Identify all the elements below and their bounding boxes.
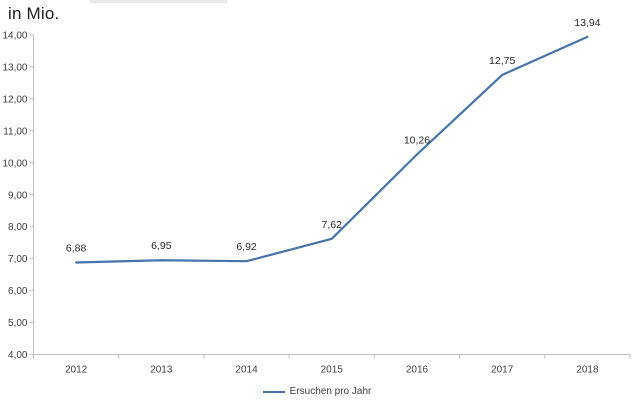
x-tick-label: 2015 (321, 365, 344, 376)
x-tick-label: 2017 (491, 365, 514, 376)
y-tick-label: 10,00 (2, 158, 27, 169)
x-tick-label: 2013 (150, 365, 173, 376)
x-tick-label: 2014 (235, 365, 258, 376)
data-series-line (75, 35, 589, 264)
data-point-label: 6,88 (66, 242, 87, 254)
data-point-label: 7,62 (322, 219, 343, 231)
legend: Ersuchen pro Jahr (0, 386, 634, 397)
data-point-label: 13,94 (574, 17, 600, 29)
y-tick-label: 11,00 (3, 126, 28, 137)
data-point-label: 6,92 (236, 241, 257, 253)
y-tick-label: 6,00 (8, 286, 28, 297)
y-tick-label: 4,00 (8, 350, 28, 361)
x-tick-label: 2012 (65, 365, 88, 376)
y-tick-label: 8,00 (8, 222, 28, 233)
y-tick-label: 12,00 (2, 94, 27, 105)
data-point-label: 10,26 (404, 134, 430, 146)
x-tick-label: 2018 (576, 365, 599, 376)
legend-line-marker (262, 390, 285, 393)
y-tick-label: 14,00 (2, 31, 27, 42)
y-tick-label: 5,00 (8, 318, 28, 329)
y-tick-label: 7,00 (8, 254, 28, 265)
y-tick-label: 9,00 (8, 190, 28, 201)
x-tick-label: 2016 (406, 365, 429, 376)
data-point-label: 6,95 (151, 240, 172, 252)
legend-label: Ersuchen pro Jahr (289, 386, 372, 397)
y-tick-label: 13,00 (2, 62, 27, 73)
top-edge-artifact (90, 0, 227, 3)
data-point-label: 12,75 (489, 55, 515, 67)
chart-title: in Mio. (8, 4, 60, 23)
